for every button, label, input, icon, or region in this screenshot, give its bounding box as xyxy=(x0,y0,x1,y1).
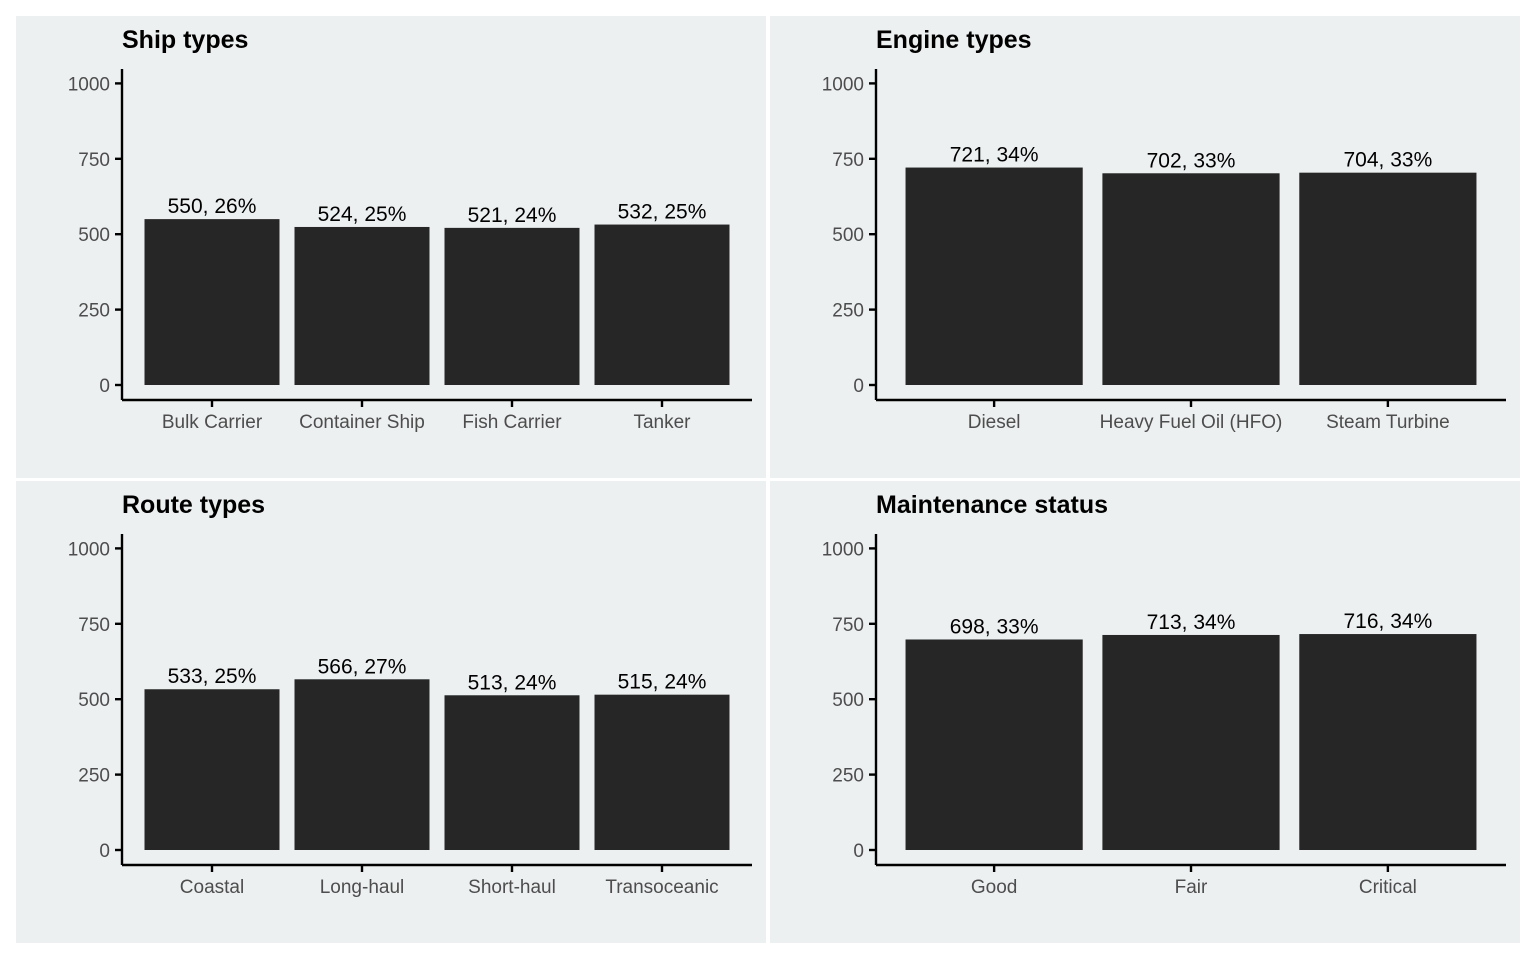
x-tick-label: Long-haul xyxy=(320,877,405,898)
x-tick-label: Diesel xyxy=(968,412,1021,433)
bar-data-label: 532, 25% xyxy=(618,201,707,224)
chart-title: Maintenance status xyxy=(876,491,1109,519)
bar xyxy=(1102,634,1280,850)
bar-data-label: 698, 33% xyxy=(950,615,1039,638)
x-tick-label: Bulk Carrier xyxy=(162,412,263,433)
chart-title: Route types xyxy=(122,491,266,519)
bar-data-label: 704, 33% xyxy=(1344,149,1433,172)
y-tick-label: 500 xyxy=(78,690,110,711)
bar xyxy=(1102,173,1280,385)
bar-data-label: 533, 25% xyxy=(168,665,257,688)
y-tick-label: 250 xyxy=(832,301,864,322)
x-tick-label: Fish Carrier xyxy=(462,412,562,433)
bar xyxy=(1299,634,1477,850)
bar xyxy=(594,694,730,850)
route-types-panel: Route types 0 250 500 750 1000 533, 25% Coasta… xyxy=(16,481,766,943)
x-tick-label: Critical xyxy=(1359,877,1417,898)
x-tick-label: Tanker xyxy=(633,412,691,433)
y-tick-label: 0 xyxy=(99,841,110,862)
bar-data-label: 550, 26% xyxy=(168,195,257,218)
bar xyxy=(294,226,430,385)
bar xyxy=(444,695,580,850)
y-tick-label: 250 xyxy=(832,766,864,787)
x-tick-label: Coastal xyxy=(180,877,244,898)
y-tick-label: 250 xyxy=(78,301,110,322)
x-tick-label: Heavy Fuel Oil (HFO) xyxy=(1100,412,1283,433)
chart-title: Ship types xyxy=(122,26,249,54)
bar-data-label: 513, 24% xyxy=(468,671,557,694)
bar-data-label: 524, 25% xyxy=(318,203,407,226)
y-tick-label: 500 xyxy=(832,225,864,246)
bar xyxy=(444,227,580,385)
bar xyxy=(594,224,730,385)
maintenance-status-panel: Maintenance status 0 250 500 750 1000 698, 33… xyxy=(770,481,1520,943)
y-tick-label: 0 xyxy=(853,841,864,862)
ship-types-panel: Ship types 0 250 500 750 1000 550, 26% Bulk Ca… xyxy=(16,16,766,478)
bar-chart-svg: 0 250 500 750 1000 550, 26% Bulk Carrier 524, 2… xyxy=(68,69,752,433)
bar xyxy=(144,219,280,385)
y-tick-label: 750 xyxy=(832,615,864,636)
y-tick-label: 0 xyxy=(853,376,864,397)
x-tick-label: Short-haul xyxy=(468,877,556,898)
bar-data-label: 521, 24% xyxy=(468,204,557,227)
engine-types-panel: Engine types 0 250 500 750 1000 721, 34% Diese… xyxy=(770,16,1520,478)
y-tick-label: 1000 xyxy=(68,74,110,95)
x-tick-label: Steam Turbine xyxy=(1326,412,1450,433)
bar xyxy=(905,639,1083,850)
bar-chart-svg: 0 250 500 750 1000 721, 34% Diesel 702, 33% Heav… xyxy=(822,69,1506,433)
y-tick-label: 500 xyxy=(832,690,864,711)
bar-data-label: 515, 24% xyxy=(618,671,707,694)
y-tick-label: 0 xyxy=(99,376,110,397)
x-tick-label: Container Ship xyxy=(299,412,425,433)
y-tick-label: 750 xyxy=(832,150,864,171)
x-tick-label: Transoceanic xyxy=(605,877,718,898)
x-tick-label: Good xyxy=(971,877,1017,898)
bar-data-label: 702, 33% xyxy=(1147,149,1236,172)
bar-data-label: 713, 34% xyxy=(1147,611,1236,634)
y-tick-label: 750 xyxy=(78,150,110,171)
bar xyxy=(294,679,430,850)
bar-chart-svg: 0 250 500 750 1000 698, 33% Good 713, 34% Fair 71… xyxy=(822,534,1506,898)
y-tick-label: 1000 xyxy=(68,539,110,560)
y-tick-label: 750 xyxy=(78,615,110,636)
y-tick-label: 500 xyxy=(78,225,110,246)
bar-data-label: 566, 27% xyxy=(318,655,407,678)
bar-data-label: 716, 34% xyxy=(1344,610,1433,633)
y-tick-label: 1000 xyxy=(822,74,864,95)
bar xyxy=(144,689,280,850)
x-tick-label: Fair xyxy=(1175,877,1208,898)
bar xyxy=(905,167,1083,385)
bar-data-label: 721, 34% xyxy=(950,144,1039,167)
y-tick-label: 250 xyxy=(78,766,110,787)
bar xyxy=(1299,172,1477,385)
y-tick-label: 1000 xyxy=(822,539,864,560)
chart-title: Engine types xyxy=(876,26,1032,54)
bar-chart-svg: 0 250 500 750 1000 533, 25% Coastal 566, 27% Lon… xyxy=(68,534,752,898)
